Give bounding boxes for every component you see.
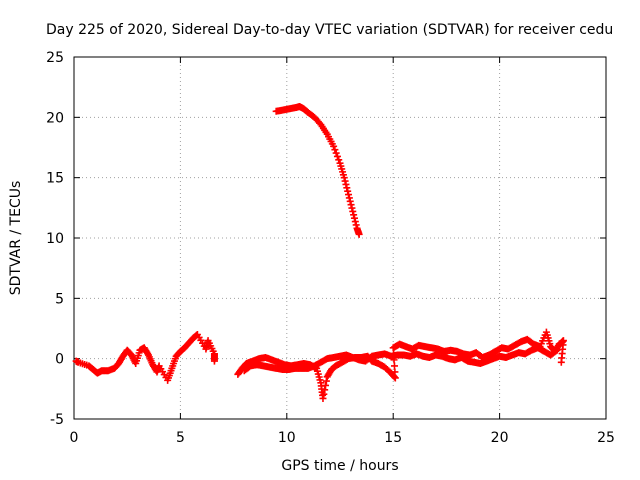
y-tick-label: 10 <box>46 231 64 247</box>
data-point <box>343 184 351 192</box>
data-point <box>553 346 561 354</box>
data-point <box>348 204 356 212</box>
data-point <box>330 142 338 150</box>
data-point <box>322 381 330 389</box>
y-tick-label: 5 <box>55 291 64 307</box>
data-point <box>331 146 339 154</box>
data-point <box>344 187 352 195</box>
x-tick-label: 25 <box>597 430 615 446</box>
data-point <box>557 358 565 366</box>
data-point <box>350 211 358 219</box>
data-point <box>391 374 399 382</box>
data-point <box>349 207 357 215</box>
data-points <box>72 102 567 402</box>
y-axis-label: SDTVAR / TECUs <box>8 181 24 296</box>
data-point <box>351 218 359 226</box>
series-main-band <box>234 328 567 402</box>
grid-lines <box>74 57 606 419</box>
data-point <box>322 377 330 385</box>
data-point <box>333 152 341 160</box>
data-point <box>346 197 354 205</box>
series-lower-band <box>240 344 561 375</box>
data-point <box>345 191 353 199</box>
data-point <box>332 149 340 157</box>
data-point <box>355 230 363 238</box>
data-point <box>320 390 328 398</box>
chart-title: Day 225 of 2020, Sidereal Day-to-day VTE… <box>46 22 613 38</box>
data-point <box>321 386 329 394</box>
y-tick-label: 0 <box>55 352 64 368</box>
axis-ticks <box>73 56 607 420</box>
data-point <box>342 180 350 188</box>
data-point <box>552 347 560 355</box>
data-point <box>347 201 355 209</box>
series-high-arc <box>272 102 363 238</box>
x-tick-label: 0 <box>70 430 79 446</box>
y-tick-label: 15 <box>46 171 64 187</box>
data-point <box>391 368 399 376</box>
data-point <box>390 362 398 370</box>
data-point <box>341 177 349 185</box>
tick-labels: 0 5 10 15 20 25 -5 0 5 10 15 20 25 <box>46 50 615 446</box>
x-tick-label: 20 <box>491 430 509 446</box>
data-point <box>345 194 353 202</box>
y-tick-label: 25 <box>46 50 64 66</box>
data-point <box>340 174 348 182</box>
x-tick-label: 15 <box>384 430 402 446</box>
x-tick-label: 10 <box>278 430 296 446</box>
data-point <box>350 214 358 222</box>
series-early-scatter <box>72 331 218 384</box>
x-axis-label: GPS time / hours <box>281 458 398 474</box>
data-point <box>319 394 327 402</box>
x-tick-label: 5 <box>176 430 185 446</box>
data-point <box>352 221 360 229</box>
data-point <box>335 156 343 164</box>
y-tick-label: -5 <box>50 412 64 428</box>
data-point <box>210 357 218 365</box>
y-tick-label: 20 <box>46 110 64 126</box>
